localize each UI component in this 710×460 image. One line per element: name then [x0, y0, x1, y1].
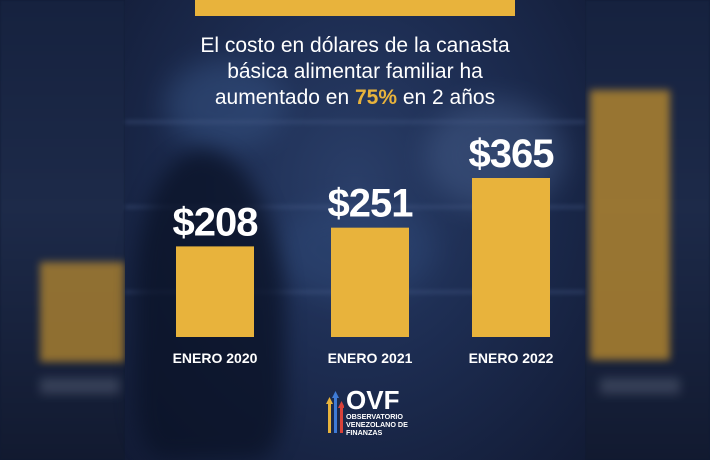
- headline: El costo en dólares de la canasta básica…: [125, 33, 585, 111]
- logo-subtitle-line-3: FINANZAS: [346, 428, 383, 437]
- center-panel: [125, 0, 585, 460]
- background-shelf: [125, 205, 585, 209]
- bar-value-label-2: $251: [328, 182, 414, 226]
- headline-line-1: El costo en dólares de la canasta: [200, 34, 510, 57]
- background-left-panel: [0, 0, 125, 460]
- headline-line-3: aumentado en 75% en 2 años: [125, 85, 585, 111]
- background-blurred-bar-left: [40, 262, 125, 362]
- logo-title: OVF: [346, 385, 400, 415]
- logo-subtitle-line-1: OBSERVATORIO: [346, 412, 403, 421]
- bar-value-label-1: $208: [173, 200, 259, 244]
- category-label-3: ENERO 2022: [469, 350, 554, 366]
- ovf-logo: OVF OBSERVATORIO VENEZOLANO DE FINANZAS: [326, 387, 416, 437]
- top-accent-bar: [195, 0, 515, 16]
- background-blurred-label-left: [40, 378, 120, 394]
- category-label-1: ENERO 2020: [173, 350, 258, 366]
- headline-line-2: básica alimentar familiar ha: [227, 60, 483, 83]
- logo-subtitle: OBSERVATORIO VENEZOLANO DE FINANZAS: [346, 413, 408, 437]
- logo-arrows-icon: [326, 391, 344, 433]
- logo-subtitle-line-2: VENEZOLANO DE: [346, 420, 408, 429]
- headline-line-3-start: aumentado en: [214, 86, 355, 109]
- background-blurred-bar-right: [590, 90, 670, 360]
- bar-3: [472, 178, 550, 337]
- background-shelf: [125, 120, 585, 124]
- headline-line-3-end: en 2 años: [397, 86, 496, 109]
- bar-value-label-3: $365: [469, 132, 555, 176]
- category-label-2: ENERO 2021: [328, 350, 413, 366]
- bar-1: [176, 246, 254, 337]
- bar-2: [331, 227, 409, 337]
- headline-highlight-percent: 75%: [354, 86, 398, 109]
- background-blob: [165, 60, 285, 150]
- background-blurred-label-right: [600, 378, 680, 394]
